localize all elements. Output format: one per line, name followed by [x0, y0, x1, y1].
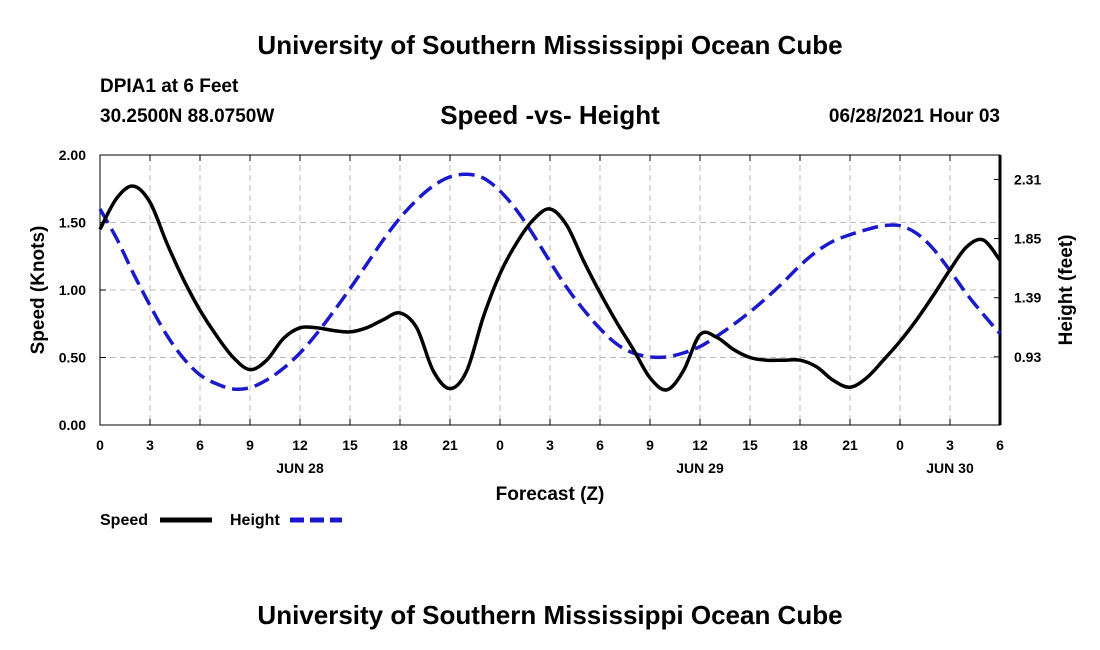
y-tick-label: 1.00	[59, 282, 86, 298]
x-tick-label: 6	[196, 437, 204, 453]
x-tick-label: 3	[546, 437, 554, 453]
station-coordinates: 30.2500N 88.0750W	[100, 106, 275, 127]
y2-tick-label: 1.39	[1014, 290, 1041, 306]
y-tick-label: 2.00	[59, 147, 86, 163]
x-tick-label: 12	[692, 437, 708, 453]
chart-title: Speed -vs- Height	[440, 100, 660, 130]
x-tick-label: 21	[442, 437, 458, 453]
x-tick-label: 0	[896, 437, 904, 453]
ticks: 0 3 6 9 12 15 18 21 0 3 6 9 12 15 18 21 0 3 6 JUN 28 JUN 29 J…	[59, 147, 1042, 476]
x-tick-label: 0	[96, 437, 104, 453]
forecast-datetime: 06/28/2021 Hour 03	[828, 106, 1000, 127]
x-tick-label: 21	[842, 437, 858, 453]
x-tick-label: 15	[342, 437, 358, 453]
y2-tick-label: 2.31	[1014, 171, 1041, 187]
x-axis-label: Forecast (Z)	[496, 484, 605, 505]
x-tick-label: 18	[392, 437, 408, 453]
date-label: JUN 30	[926, 460, 974, 476]
station-label: DPIA1 at 6 Feet	[100, 76, 239, 97]
y2-tick-label: 1.85	[1014, 231, 1041, 247]
y2-tick-label: 0.93	[1014, 349, 1041, 365]
footer-title: University of Southern Mississippi Ocean…	[257, 600, 843, 630]
y-tick-label: 0.00	[59, 417, 86, 433]
date-label: JUN 29	[676, 460, 724, 476]
legend-label-height: Height	[230, 512, 280, 529]
x-tick-label: 18	[792, 437, 808, 453]
x-tick-label: 9	[646, 437, 654, 453]
height-series-line	[98, 172, 1002, 392]
y-tick-label: 0.50	[59, 350, 86, 366]
x-tick-label: 6	[996, 437, 1004, 453]
legend: Speed Height	[100, 512, 342, 529]
page-title: University of Southern Mississippi Ocean…	[257, 30, 843, 60]
y-tick-label: 1.50	[59, 215, 86, 231]
x-tick-label: 0	[496, 437, 504, 453]
date-label: JUN 28	[276, 460, 324, 476]
x-tick-label: 3	[146, 437, 154, 453]
grid	[100, 155, 1000, 425]
x-tick-label: 3	[946, 437, 954, 453]
x-tick-label: 12	[292, 437, 308, 453]
series	[98, 172, 1002, 392]
legend-label-speed: Speed	[100, 512, 148, 529]
x-tick-label: 9	[246, 437, 254, 453]
speed-series-line	[98, 184, 1002, 392]
y2-axis-label: Height (feet)	[1056, 235, 1077, 346]
x-tick-label: 6	[596, 437, 604, 453]
y-axis-label: Speed (Knots)	[28, 226, 49, 355]
x-tick-label: 15	[742, 437, 758, 453]
